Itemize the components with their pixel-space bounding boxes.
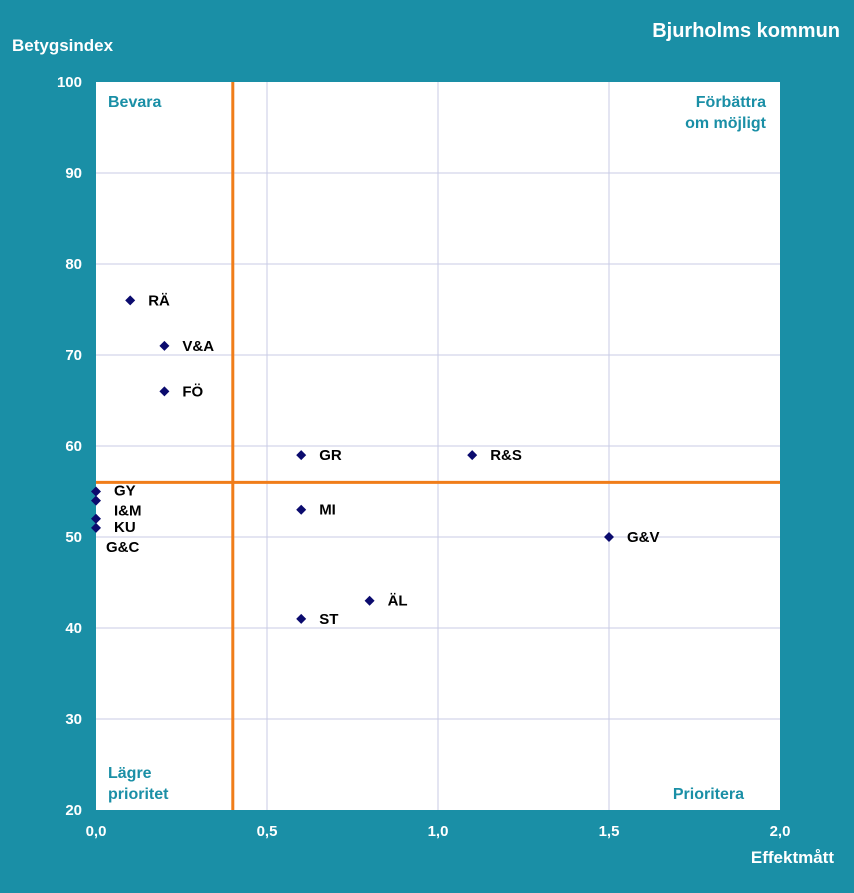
scatter-point (296, 450, 307, 461)
y-tick-label: 70 (65, 347, 82, 364)
point-label: G&C (106, 539, 140, 556)
scatter-point (364, 595, 375, 606)
y-tick-label: 80 (65, 256, 82, 273)
x-tick-label: 1,5 (599, 823, 620, 840)
y-axis-title: Betygsindex (12, 36, 114, 55)
x-tick-label: 0,0 (86, 823, 107, 840)
scatter-point (467, 450, 478, 461)
point-label: GY (114, 483, 136, 500)
point-label: I&M (114, 503, 142, 520)
scatter-point (296, 504, 307, 515)
point-label: FÖ (182, 383, 203, 400)
scatter-point (91, 495, 101, 506)
x-tick-label: 0,5 (257, 823, 278, 840)
scatter-point (125, 295, 136, 306)
x-tick-label: 1,0 (428, 823, 449, 840)
point-label: ST (319, 611, 338, 628)
x-axis-title: Effektmått (750, 848, 834, 867)
scatter-point (91, 486, 101, 497)
y-tick-label: 20 (65, 802, 82, 819)
scatter-point (159, 340, 170, 351)
point-label: KU (114, 519, 136, 536)
scatter-point (91, 513, 101, 524)
y-tick-label: 40 (65, 620, 82, 637)
quadrant-label-prioritera: Prioritera (672, 786, 744, 803)
y-tick-label: 100 (57, 74, 82, 91)
y-tick-label: 90 (65, 165, 82, 182)
y-tick-label: 50 (65, 529, 82, 546)
point-label: R&S (490, 447, 522, 464)
point-label: G&V (627, 529, 660, 546)
quadrant-label-forbattra: Förbättra om möjligt (685, 94, 766, 132)
quadrant-label-bevara: Bevara (108, 94, 162, 111)
point-label: ÄL (388, 593, 408, 610)
point-label: MI (319, 502, 336, 519)
scatter-point (159, 386, 170, 397)
scatter-point (604, 532, 614, 542)
chart-title: Bjurholms kommun (652, 20, 840, 42)
scatter-point (91, 522, 101, 533)
point-label: GR (319, 447, 342, 464)
point-label: V&A (182, 338, 214, 355)
y-tick-label: 60 (65, 438, 82, 455)
point-label: RÄ (148, 292, 170, 309)
scatter-point (296, 613, 307, 624)
x-tick-label: 2,0 (770, 823, 791, 840)
y-tick-label: 30 (65, 711, 82, 728)
quadrant-label-lagre-prioritet: Lägre prioritet (108, 765, 169, 803)
